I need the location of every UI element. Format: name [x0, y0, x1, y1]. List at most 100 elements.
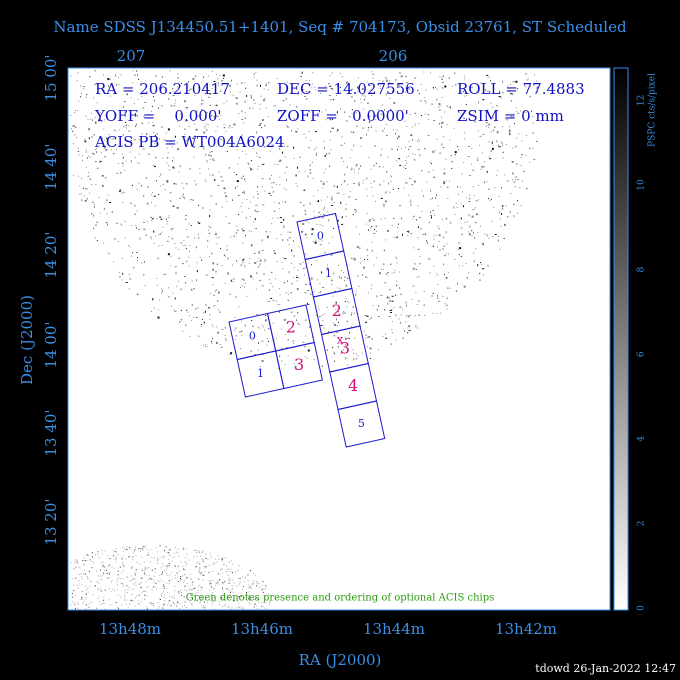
noise-pixel — [175, 272, 177, 274]
noise-pixel — [351, 112, 353, 114]
noise-pixel — [226, 201, 228, 202]
noise-pixel — [164, 594, 165, 596]
noise-pixel — [390, 109, 392, 112]
noise-pixel — [458, 193, 460, 195]
noise-pixel — [477, 264, 479, 267]
noise-pixel — [318, 306, 319, 308]
noise-pixel — [435, 234, 437, 236]
noise-pixel — [130, 97, 132, 99]
noise-pixel — [112, 138, 115, 140]
colorbar-tick-label: 12 — [637, 95, 647, 106]
noise-pixel — [346, 166, 348, 169]
noise-pixel — [184, 602, 186, 603]
noise-pixel — [136, 252, 138, 253]
noise-pixel — [129, 90, 131, 91]
noise-pixel — [153, 575, 155, 577]
noise-pixel — [487, 124, 489, 126]
noise-pixel — [333, 351, 335, 353]
noise-pixel — [256, 314, 258, 315]
noise-pixel — [150, 561, 151, 563]
noise-pixel — [191, 603, 192, 605]
noise-pixel — [391, 295, 394, 297]
noise-pixel — [158, 193, 160, 195]
colorbar-tick-label: 2 — [637, 521, 647, 527]
noise-pixel — [159, 216, 162, 218]
noise-pixel — [218, 558, 220, 560]
noise-pixel — [430, 215, 432, 216]
noise-pixel — [103, 566, 105, 568]
noise-pixel — [381, 148, 383, 150]
noise-pixel — [109, 577, 111, 579]
noise-pixel — [399, 164, 402, 166]
noise-pixel — [94, 585, 96, 587]
noise-pixel — [395, 79, 397, 81]
noise-pixel — [263, 163, 265, 165]
noise-pixel — [373, 165, 375, 167]
noise-pixel — [318, 211, 321, 213]
noise-pixel — [401, 217, 403, 220]
noise-pixel — [442, 75, 444, 78]
noise-pixel — [309, 79, 310, 81]
noise-pixel — [93, 134, 95, 136]
noise-pixel — [446, 218, 448, 220]
noise-pixel — [397, 146, 399, 148]
noise-pixel — [255, 603, 256, 605]
noise-pixel — [285, 201, 287, 203]
noise-pixel — [252, 325, 255, 327]
noise-pixel — [383, 108, 385, 111]
noise-pixel — [386, 116, 388, 118]
noise-pixel — [222, 558, 224, 559]
noise-pixel — [90, 560, 92, 562]
noise-pixel — [234, 338, 236, 340]
noise-pixel — [205, 553, 207, 555]
noise-pixel — [112, 588, 114, 590]
noise-pixel — [101, 549, 103, 551]
noise-pixel — [264, 146, 266, 148]
noise-pixel — [111, 566, 113, 568]
noise-pixel — [193, 588, 195, 589]
noise-pixel — [163, 586, 165, 587]
noise-pixel — [176, 604, 178, 606]
noise-pixel — [122, 165, 124, 167]
noise-pixel — [283, 226, 285, 228]
noise-pixel — [508, 132, 510, 134]
noise-pixel — [210, 195, 213, 197]
noise-pixel — [310, 139, 312, 141]
noise-pixel — [200, 119, 202, 121]
noise-pixel — [432, 169, 434, 171]
noise-pixel — [380, 197, 383, 199]
noise-pixel — [343, 311, 345, 312]
noise-pixel — [196, 549, 198, 551]
noise-pixel — [159, 575, 161, 576]
noise-pixel — [323, 141, 325, 142]
noise-pixel — [383, 249, 385, 251]
noise-pixel — [241, 320, 243, 322]
noise-pixel — [212, 564, 214, 566]
noise-pixel — [220, 176, 223, 178]
x-tick-label: 13h42m — [495, 620, 557, 638]
noise-pixel — [258, 124, 261, 126]
noise-pixel — [385, 76, 387, 79]
noise-pixel — [157, 601, 159, 603]
noise-pixel — [423, 304, 425, 306]
noise-pixel — [368, 229, 369, 231]
noise-pixel — [463, 95, 465, 97]
noise-pixel — [430, 189, 431, 192]
noise-pixel — [89, 76, 91, 78]
noise-pixel — [227, 257, 229, 260]
noise-pixel — [466, 277, 468, 279]
noise-pixel — [167, 217, 169, 218]
noise-pixel — [100, 604, 102, 605]
noise-pixel — [448, 253, 449, 255]
noise-pixel — [262, 605, 264, 607]
noise-pixel — [129, 556, 131, 557]
noise-pixel — [291, 311, 293, 313]
noise-pixel — [364, 315, 366, 317]
noise-pixel — [160, 85, 163, 87]
noise-pixel — [488, 198, 490, 200]
noise-pixel — [451, 168, 453, 170]
noise-pixel — [268, 289, 270, 291]
noise-pixel — [383, 263, 385, 265]
noise-pixel — [208, 571, 210, 573]
noise-pixel — [355, 294, 357, 296]
